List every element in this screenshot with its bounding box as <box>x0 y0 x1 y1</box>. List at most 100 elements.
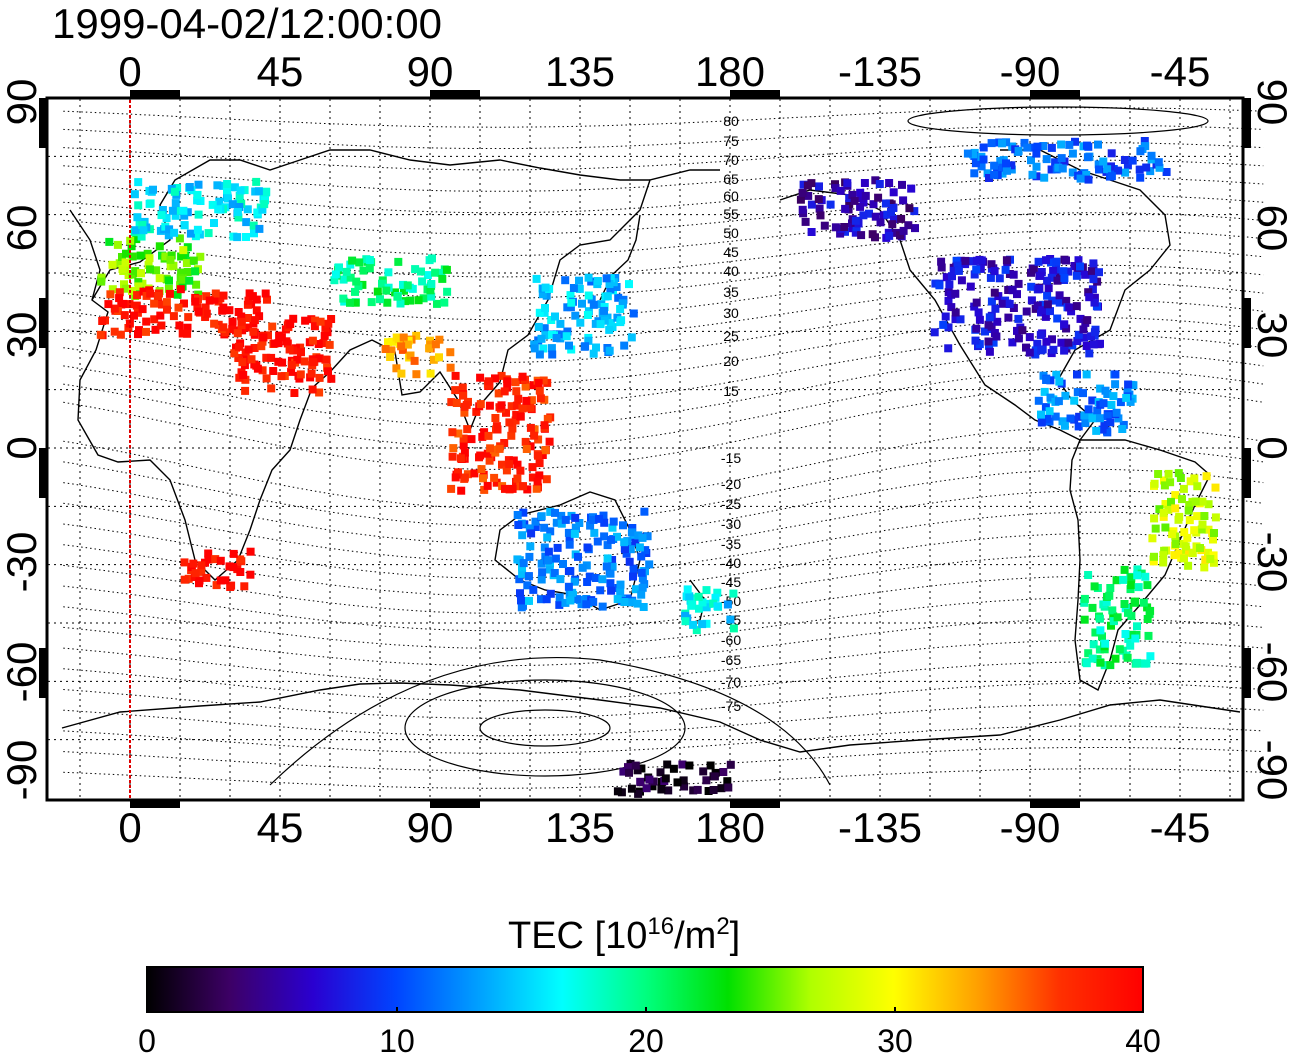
tec-cell <box>575 276 583 285</box>
tec-cell <box>1114 414 1123 423</box>
tec-cell <box>1062 296 1071 305</box>
tec-cell <box>1108 606 1117 615</box>
tec-cell <box>1014 334 1023 343</box>
tec-cell <box>268 322 277 331</box>
tec-cell <box>115 259 124 268</box>
tec-cell <box>214 205 223 214</box>
tec-cell <box>840 223 849 231</box>
tec-cell <box>1007 165 1016 174</box>
tec-cell <box>836 229 845 238</box>
left-lat-tick-label: -90 <box>0 740 45 801</box>
tec-cell <box>1070 396 1079 405</box>
tec-cell <box>1041 312 1050 321</box>
tec-cell <box>1091 628 1100 637</box>
tec-cell <box>851 216 860 225</box>
tec-cell <box>170 187 179 196</box>
tec-cell <box>1095 268 1103 277</box>
tec-cell <box>627 598 636 607</box>
tec-cell <box>497 371 506 380</box>
tec-cell <box>1047 143 1056 152</box>
tec-cell <box>815 204 824 213</box>
tec-cell <box>969 150 978 159</box>
tec-cell <box>143 249 152 258</box>
tec-cell <box>519 482 527 491</box>
tec-cell <box>1154 158 1163 167</box>
tec-cell <box>977 256 986 265</box>
tec-cell <box>577 600 586 609</box>
tec-cell <box>1080 615 1089 624</box>
tec-cell <box>681 617 690 626</box>
tec-cell <box>348 256 357 265</box>
tec-cell <box>104 300 113 309</box>
tec-cell <box>134 278 143 287</box>
magnetic-latitude-label: -70 <box>721 674 741 690</box>
tec-cell <box>324 367 332 376</box>
tec-cell <box>629 572 637 581</box>
tec-cell <box>229 549 238 558</box>
tec-cell <box>1124 380 1133 389</box>
tec-cell <box>484 431 493 440</box>
tec-cell <box>1068 149 1077 158</box>
tec-cell <box>128 252 137 261</box>
tec-cell <box>1082 659 1091 668</box>
tec-cell <box>1085 293 1094 302</box>
tec-cell <box>1036 271 1045 280</box>
tec-cell <box>1083 316 1092 325</box>
tec-cell <box>393 292 402 301</box>
tec-cell <box>546 527 555 536</box>
tec-cell <box>219 291 228 300</box>
tec-cell <box>297 348 305 357</box>
tec-cell <box>1089 275 1098 284</box>
tec-cell <box>607 535 615 544</box>
tec-cell <box>158 300 166 309</box>
colorbar-tick-label: 40 <box>1125 1023 1161 1057</box>
tec-cell <box>132 235 141 244</box>
tec-cell <box>194 307 203 316</box>
tec-cell <box>1098 425 1107 434</box>
tec-cell <box>365 256 374 264</box>
tec-cell <box>534 451 542 460</box>
tec-cell <box>376 295 384 304</box>
tec-cell <box>1090 328 1099 337</box>
tec-cell <box>616 318 625 327</box>
tec-cell <box>250 344 259 352</box>
tec-cell <box>645 775 654 784</box>
tec-cell <box>591 319 600 328</box>
tec-cell <box>460 473 469 482</box>
tec-cell <box>989 338 998 347</box>
tec-cell <box>518 563 526 572</box>
tec-cell <box>552 334 561 342</box>
tec-cell <box>673 778 682 787</box>
tec-cell <box>1009 270 1018 279</box>
tec-cell <box>566 567 575 576</box>
tec-cell <box>961 256 970 265</box>
tec-cell <box>1095 645 1104 654</box>
tec-cell <box>600 316 609 325</box>
tec-cell <box>116 330 125 339</box>
tec-cell <box>605 346 614 355</box>
tec-cell <box>971 336 980 345</box>
tec-cell <box>234 213 243 222</box>
tec-cell <box>1134 583 1143 592</box>
tec-cell <box>406 296 415 305</box>
tec-cell <box>657 785 666 794</box>
tec-cell <box>620 598 629 606</box>
tec-cell <box>287 361 296 369</box>
tec-cell <box>163 305 171 314</box>
tec-cell <box>158 206 167 214</box>
tec-cell <box>1142 659 1151 668</box>
tec-cell <box>516 466 525 475</box>
tec-cell <box>193 303 202 312</box>
tec-cell <box>544 547 553 556</box>
tec-cell <box>713 602 722 611</box>
tec-cell <box>911 224 919 233</box>
tec-cell <box>314 340 323 348</box>
tec-cell <box>1071 137 1079 146</box>
tec-cell <box>602 562 611 571</box>
tec-cell <box>438 274 447 283</box>
tec-cell <box>887 208 895 216</box>
tec-cell <box>598 575 607 584</box>
tec-cell <box>483 449 492 458</box>
tec-cell <box>571 523 580 532</box>
tec-cell <box>213 181 222 190</box>
